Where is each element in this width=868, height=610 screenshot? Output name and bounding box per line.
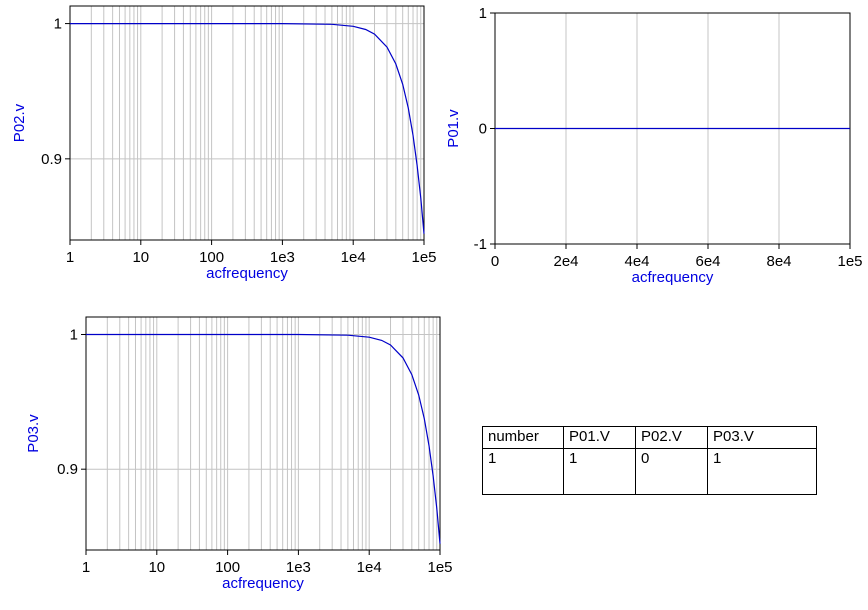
- table-header-cell: P03.V: [707, 426, 817, 449]
- x-tick-label: 8e4: [766, 253, 791, 270]
- y-axis-label: P01.v: [445, 109, 462, 148]
- series-line: [86, 333, 441, 544]
- x-tick-label: 100: [215, 559, 240, 576]
- y-tick-label: 0.9: [41, 151, 62, 168]
- x-tick-label: 6e4: [695, 253, 720, 270]
- y-tick-label: 1: [479, 5, 487, 22]
- x-tick-label: 1e3: [270, 249, 295, 266]
- y-axis-label: P03.v: [25, 414, 42, 453]
- table-header-cell: P01.V: [563, 426, 636, 449]
- x-tick-label: 1e4: [357, 559, 382, 576]
- table-row: 1 1 0 1: [482, 448, 817, 495]
- table-cell: 1: [563, 448, 636, 495]
- results-table: number P01.V P02.V P03.V 1 1 0 1: [482, 426, 817, 495]
- x-tick-label: 1e3: [286, 559, 311, 576]
- table-header-cell: P02.V: [635, 426, 708, 449]
- y-tick-label: 0.9: [57, 461, 78, 478]
- x-tick-label: 1e5: [427, 559, 452, 576]
- x-tick-label: 1e5: [411, 249, 436, 266]
- x-tick-label: 10: [148, 559, 165, 576]
- table-header-row: number P01.V P02.V P03.V: [482, 426, 817, 449]
- series-line: [70, 23, 425, 234]
- x-axis-label: acfrequency: [632, 269, 714, 286]
- plot-p03: 1 10 100 1e3 1e4 1e5 0.9 1 acfrequency P03.v: [25, 316, 453, 592]
- x-tick-label: 0: [491, 253, 499, 270]
- plot-frame: [69, 5, 425, 241]
- x-tick-label: 100: [199, 249, 224, 266]
- x-tick-label: 10: [132, 249, 149, 266]
- x-tick-label: 4e4: [624, 253, 649, 270]
- x-axis-label: acfrequency: [206, 265, 288, 282]
- x-axis-label: acfrequency: [222, 575, 304, 592]
- plot-frame: [85, 316, 441, 551]
- table-header-cell: number: [482, 426, 564, 449]
- y-tick-label: 1: [54, 16, 62, 33]
- x-tick-label: 1: [66, 249, 74, 266]
- y-tick-label: -1: [474, 236, 487, 253]
- table-cell: 1: [482, 448, 564, 495]
- y-tick-label: 0: [479, 121, 487, 138]
- table-cell: 1: [707, 448, 817, 495]
- table-cell: 0: [635, 448, 708, 495]
- y-tick-label: 1: [70, 327, 78, 344]
- x-tick-label: 1: [82, 559, 90, 576]
- x-tick-label: 1e5: [837, 253, 862, 270]
- y-axis-label: P02.v: [11, 103, 28, 142]
- x-tick-label: 1e4: [341, 249, 366, 266]
- plot-p02: 1 10 100 1e3 1e4 1e5 0.9 1 acfrequency P02.v: [11, 5, 437, 282]
- x-tick-label: 2e4: [553, 253, 578, 270]
